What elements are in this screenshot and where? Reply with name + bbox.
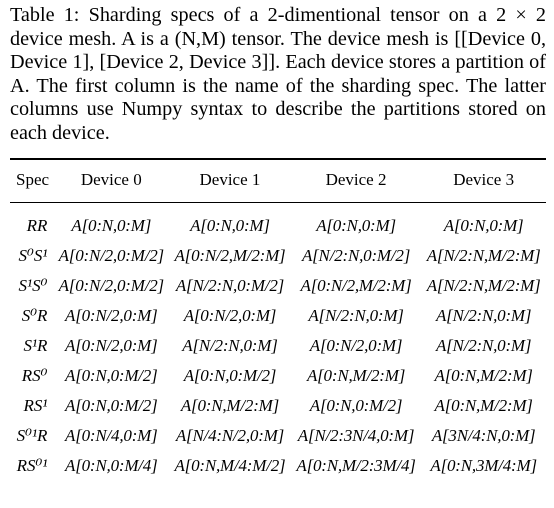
partition-device-0: A[0:N/2,0:M/2] [58,245,165,265]
table-header-row: Spec Device 0 Device 1 Device 2 Device 3 [10,159,546,203]
partition-device-1: A[0:N/2,M/2:M] [174,245,286,265]
paper-excerpt: Table 1: Sharding specs of a 2-dimention… [10,4,546,481]
partition-device-3: A[N/2:N,M/2:M] [426,245,541,265]
partition-device-2: A[0:N/2,0:M] [309,335,403,355]
partition-device-0: A[0:N/2,0:M/2] [58,275,165,295]
partition-device-1: A[0:N,M/4:M/2] [174,455,286,475]
partition-device-3: A[0:N,M/2:M] [434,365,533,385]
partition-device-1: A[0:N/2,0:M] [183,305,277,325]
partition-device-2: A[N/2:3N/4,0:M] [297,425,415,445]
partition-device-2: A[0:N,M/2:M] [306,365,406,385]
partition-device-0: A[0:N/4,0:M] [65,425,158,445]
spec-name: S¹S⁰ [18,275,48,295]
partition-device-2: A[0:N,0:M] [316,215,396,235]
spec-name: S⁰¹R [16,425,48,445]
partition-device-1: A[0:N,0:M] [190,215,270,235]
partition-device-3: A[0:N,M/2:M] [434,395,533,415]
partition-device-2: A[0:N/2,M/2:M] [300,275,412,295]
spec-name: S¹R [23,335,48,355]
spec-name: RR [26,215,48,235]
spec-name: RS¹ [23,395,48,415]
table-row: RS⁰ A[0:N,0:M/2] A[0:N,0:M/2] A[0:N,M/2:… [10,361,546,391]
partition-device-1: A[0:N,M/2:M] [180,395,280,415]
caption-text: Sharding specs of a 2-dimentional tensor… [10,4,547,144]
partition-device-0: A[0:N/2,0:M] [65,335,158,355]
sharding-spec-table: Spec Device 0 Device 1 Device 2 Device 3… [10,157,546,481]
partition-device-3: A[0:N,0:M] [443,215,524,235]
spec-name: S⁰R [21,305,48,325]
partition-device-1: A[N/4:N/2,0:M] [175,425,285,445]
table-row: RS¹ A[0:N,0:M/2] A[0:N,M/2:M] A[0:N,0:M/… [10,391,546,421]
partition-device-0: A[0:N,0:M] [71,215,152,235]
partition-device-1: A[N/2:N,0:M/2] [175,275,285,295]
partition-device-0: A[0:N,0:M/2] [65,395,158,415]
spec-name: RS⁰ [21,365,48,385]
partition-device-3: A[N/2:N,0:M] [435,305,532,325]
table-caption: Table 1: Sharding specs of a 2-dimention… [10,4,546,146]
partition-device-3: A[3N/4:N,0:M] [431,425,536,445]
header-spec: Spec [10,159,54,203]
partition-device-2: A[N/2:N,0:M/2] [301,245,411,265]
partition-device-0: A[0:N,0:M/2] [65,365,158,385]
table-row: RR A[0:N,0:M] A[0:N,0:M] A[0:N,0:M] A[0:… [10,202,546,241]
table-row: S⁰R A[0:N/2,0:M] A[0:N/2,0:M] A[N/2:N,0:… [10,301,546,331]
partition-device-1: A[N/2:N,0:M] [182,335,278,355]
partition-device-3: A[N/2:N,M/2:M] [426,275,541,295]
table-row: S¹R A[0:N/2,0:M] A[N/2:N,0:M] A[0:N/2,0:… [10,331,546,361]
table-row: S⁰S¹ A[0:N/2,0:M/2] A[0:N/2,M/2:M] A[N/2… [10,241,546,271]
header-device-3: Device 3 [421,159,546,203]
partition-device-0: A[0:N,0:M/4] [65,455,158,475]
partition-device-3: A[N/2:N,0:M] [435,335,532,355]
partition-device-2: A[N/2:N,0:M] [308,305,404,325]
table-row: S⁰¹R A[0:N/4,0:M] A[N/4:N/2,0:M] A[N/2:3… [10,421,546,451]
spec-name: RS⁰¹ [16,455,48,475]
header-device-2: Device 2 [290,159,422,203]
table-row: S¹S⁰ A[0:N/2,0:M/2] A[N/2:N,0:M/2] A[0:N… [10,271,546,301]
header-device-1: Device 1 [169,159,291,203]
caption-label: Table 1: [10,4,80,26]
table-row: RS⁰¹ A[0:N,0:M/4] A[0:N,M/4:M/2] A[0:N,M… [10,451,546,481]
partition-device-1: A[0:N,0:M/2] [183,365,277,385]
partition-device-2: A[0:N,0:M/2] [309,395,403,415]
spec-name: S⁰S¹ [18,245,48,265]
header-device-0: Device 0 [53,159,170,203]
partition-device-2: A[0:N,M/2:3M/4] [296,455,416,475]
partition-device-0: A[0:N/2,0:M] [65,305,158,325]
partition-device-3: A[0:N,3M/4:M] [430,455,537,475]
